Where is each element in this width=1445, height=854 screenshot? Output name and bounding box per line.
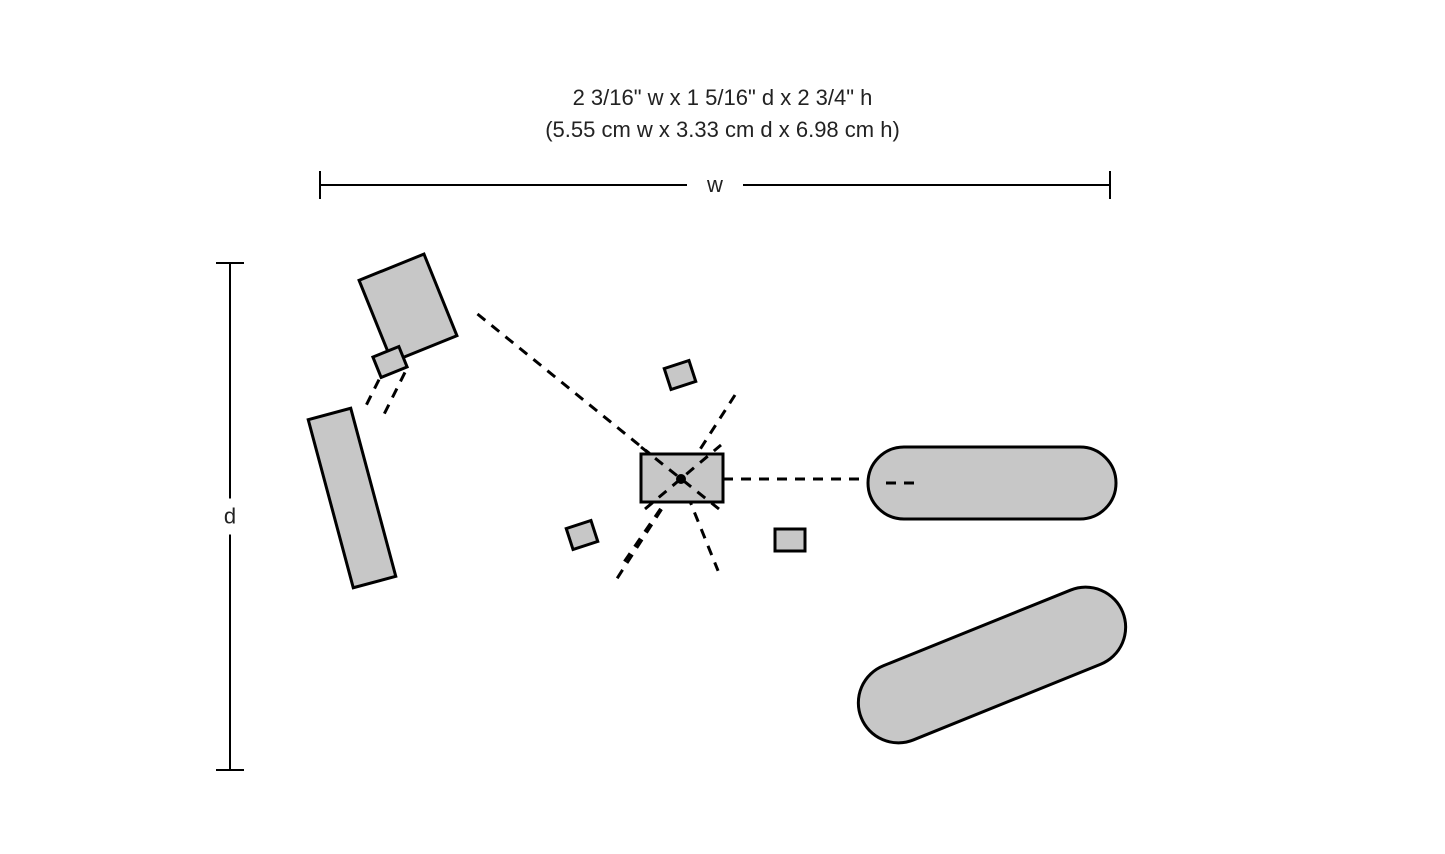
center-dot — [676, 474, 686, 484]
diagram-stage: 2 3/16" w x 1 5/16" d x 2 3/4" h (5.55 c… — [0, 0, 1445, 854]
axis-w-label: w — [706, 172, 723, 197]
lower-left-bar — [308, 408, 396, 587]
dashed-lines — [363, 312, 912, 580]
small-rect-right — [775, 529, 805, 551]
diagram-svg: wd — [0, 0, 1445, 854]
dashed-line-4b — [381, 372, 405, 420]
pill-lower — [846, 575, 1137, 755]
small-rect-top — [664, 361, 696, 390]
top-left-block — [359, 254, 457, 362]
small-rect-left — [566, 521, 598, 550]
top-left-nub — [373, 347, 407, 378]
axis-d-label: d — [224, 504, 236, 529]
